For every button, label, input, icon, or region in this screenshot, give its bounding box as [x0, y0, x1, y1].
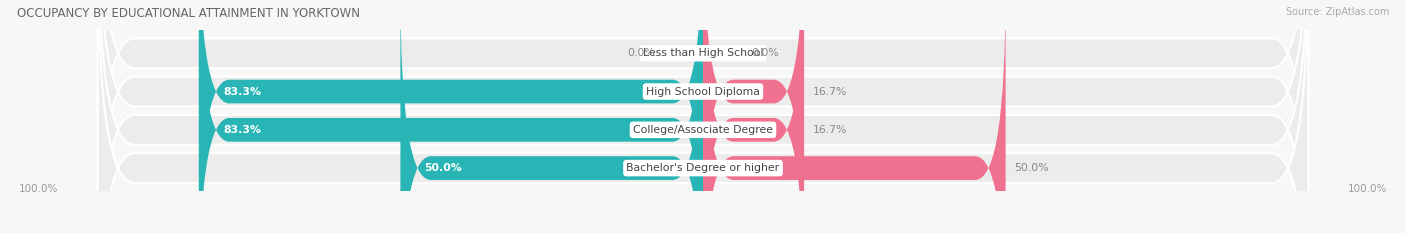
- FancyBboxPatch shape: [198, 0, 703, 233]
- FancyBboxPatch shape: [198, 0, 703, 233]
- FancyBboxPatch shape: [703, 0, 804, 233]
- Text: 0.0%: 0.0%: [627, 48, 655, 58]
- Text: High School Diploma: High School Diploma: [647, 86, 759, 96]
- Text: OCCUPANCY BY EDUCATIONAL ATTAINMENT IN YORKTOWN: OCCUPANCY BY EDUCATIONAL ATTAINMENT IN Y…: [17, 7, 360, 20]
- FancyBboxPatch shape: [401, 0, 703, 233]
- Text: 83.3%: 83.3%: [224, 86, 262, 96]
- Text: 16.7%: 16.7%: [813, 86, 848, 96]
- Text: Less than High School: Less than High School: [643, 48, 763, 58]
- Text: 0.0%: 0.0%: [751, 48, 779, 58]
- FancyBboxPatch shape: [98, 0, 1308, 233]
- FancyBboxPatch shape: [703, 0, 1005, 233]
- Text: Source: ZipAtlas.com: Source: ZipAtlas.com: [1285, 7, 1389, 17]
- Text: 16.7%: 16.7%: [813, 125, 848, 135]
- Text: College/Associate Degree: College/Associate Degree: [633, 125, 773, 135]
- FancyBboxPatch shape: [98, 0, 1308, 233]
- FancyBboxPatch shape: [98, 0, 1308, 233]
- FancyBboxPatch shape: [98, 0, 1308, 233]
- Text: 50.0%: 50.0%: [1015, 163, 1049, 173]
- FancyBboxPatch shape: [703, 0, 804, 233]
- Text: 50.0%: 50.0%: [425, 163, 463, 173]
- Text: Bachelor's Degree or higher: Bachelor's Degree or higher: [627, 163, 779, 173]
- Text: 83.3%: 83.3%: [224, 125, 262, 135]
- Text: 100.0%: 100.0%: [1347, 184, 1386, 194]
- Text: 100.0%: 100.0%: [20, 184, 59, 194]
